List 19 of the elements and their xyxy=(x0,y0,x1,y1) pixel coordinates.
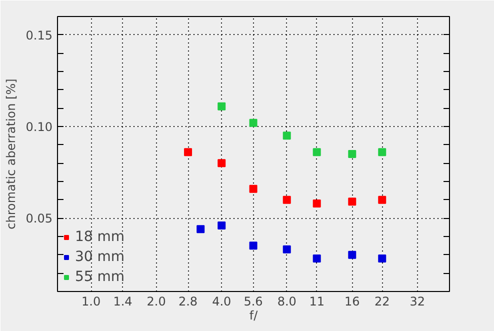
legend-label: 55 mm xyxy=(75,269,125,285)
x-tick-label: 4.0 xyxy=(212,294,232,308)
x-tick-label: 11 xyxy=(309,294,325,308)
y-tick-label: 0.05 xyxy=(26,212,52,226)
x-tick-label: 32 xyxy=(410,294,426,308)
x-axis-title: f/ xyxy=(249,308,259,322)
x-tick-label: 1.4 xyxy=(113,294,132,308)
x-tick-label: 2.0 xyxy=(146,294,166,308)
legend-label: 30 mm xyxy=(75,249,125,265)
y-axis-title: chromatic aberration [%] xyxy=(4,78,18,230)
x-tick-label: 16 xyxy=(344,294,360,308)
x-tick-label: 8.0 xyxy=(277,294,296,308)
y-tick-label: 0.15 xyxy=(26,28,52,42)
legend-label: 18 mm xyxy=(75,229,125,245)
y-tick-label: 0.10 xyxy=(26,120,52,134)
x-tick-label: 5.6 xyxy=(244,294,263,308)
x-tick-label: 1.0 xyxy=(82,294,101,308)
x-tick-label: 2.8 xyxy=(178,294,198,308)
x-tick-label: 22 xyxy=(374,294,390,308)
